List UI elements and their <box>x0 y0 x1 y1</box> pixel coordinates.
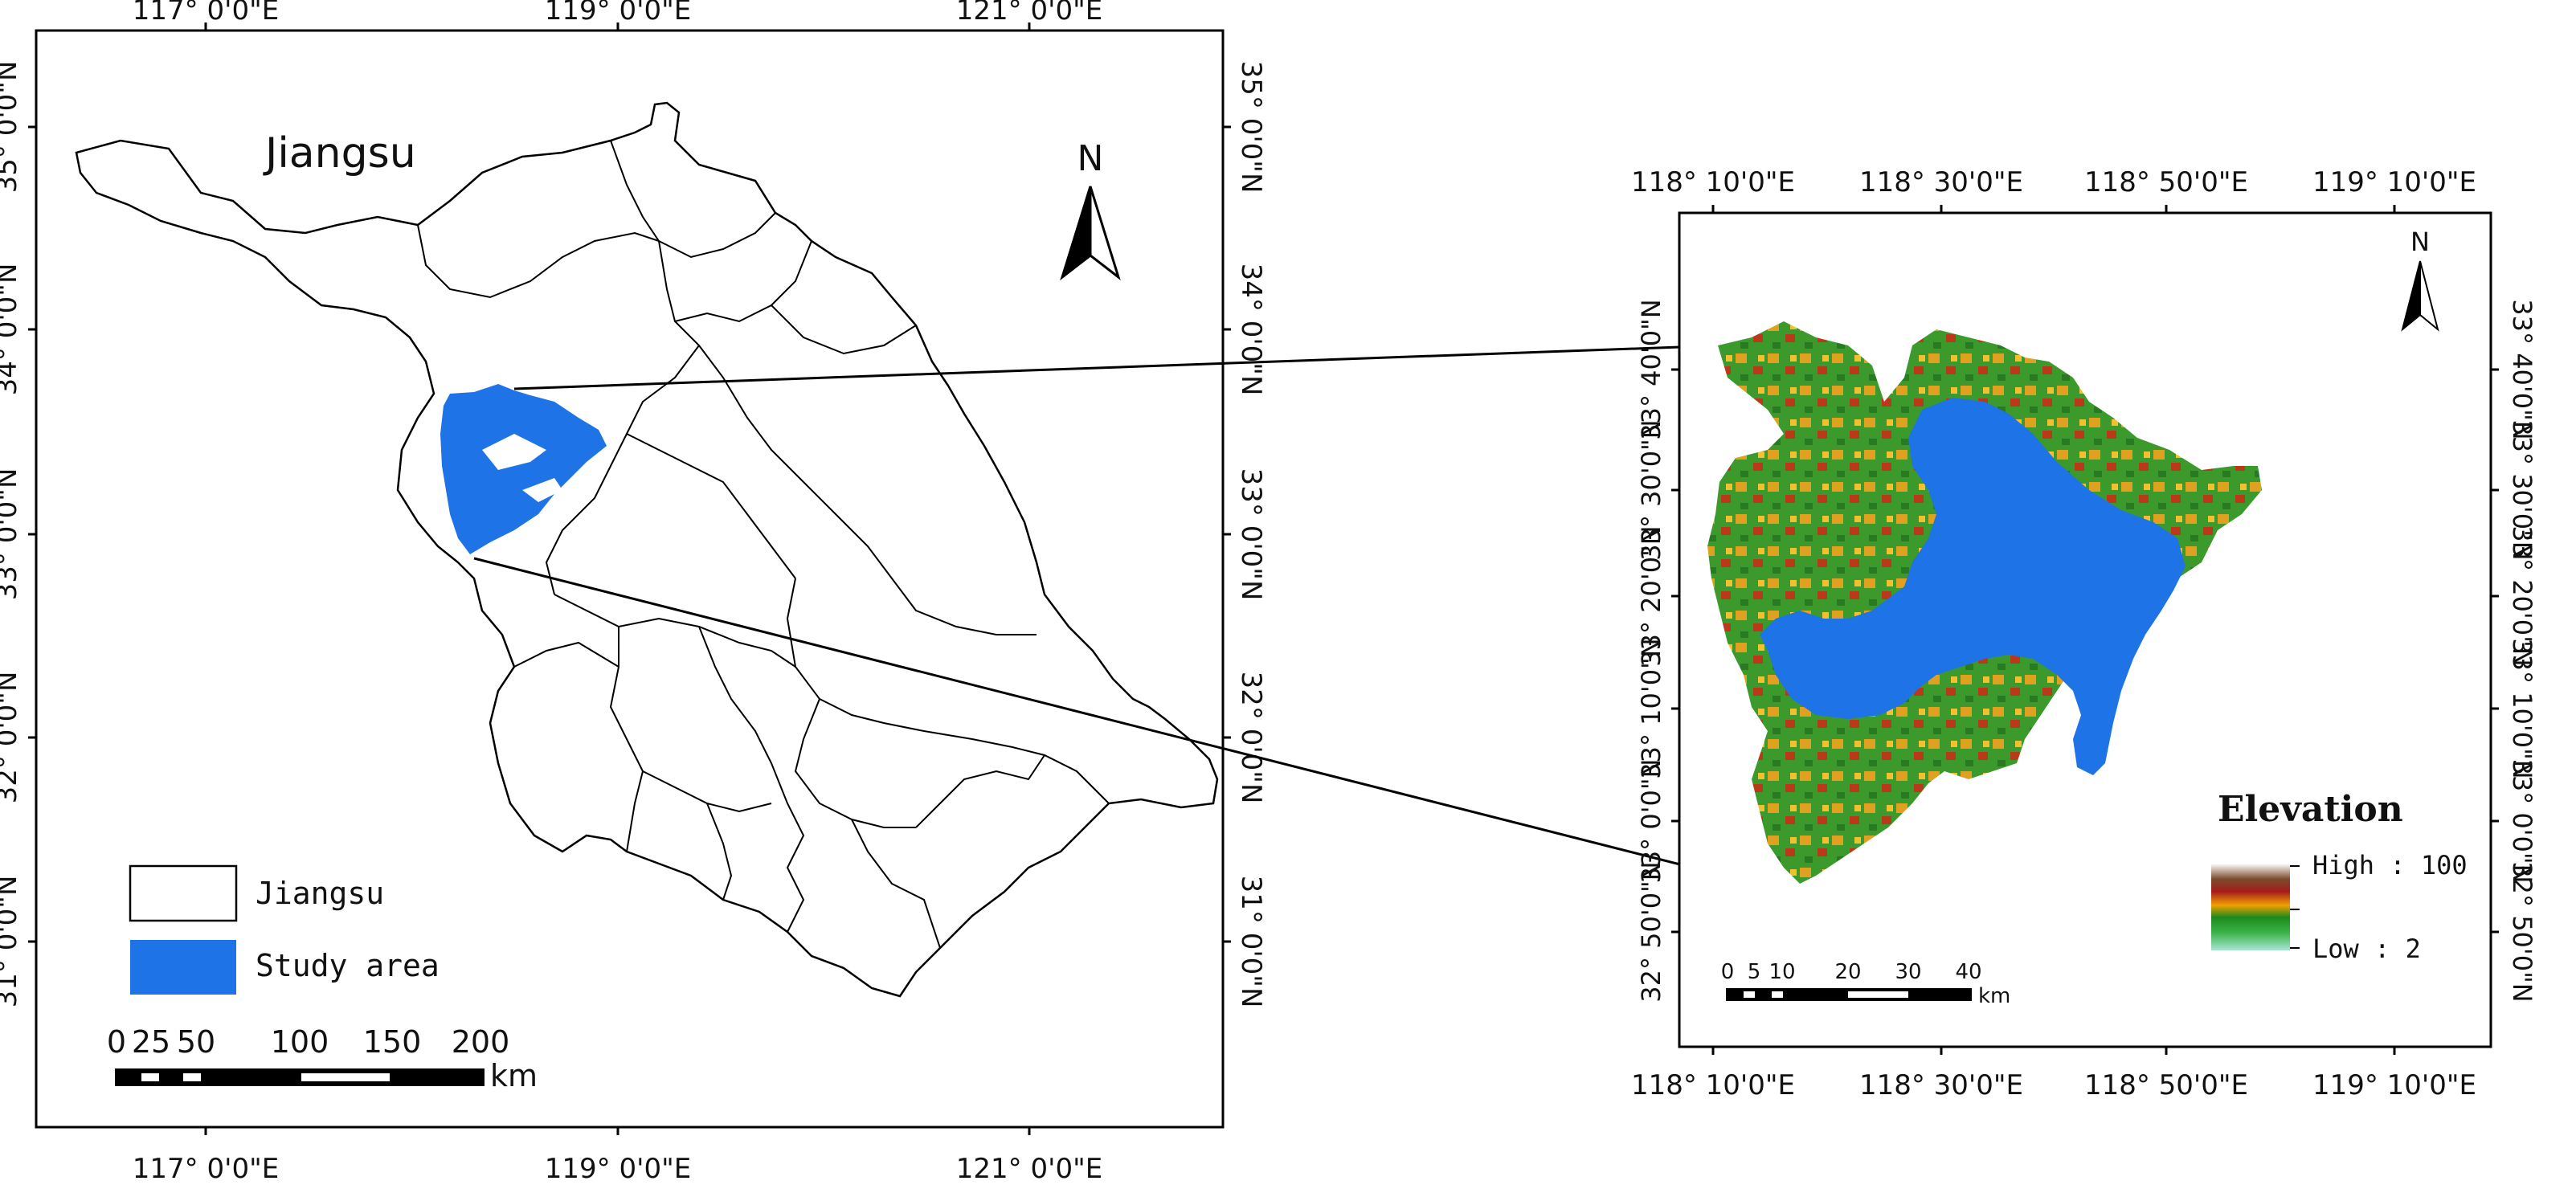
right-top-lon-label-4: 119° 10'0"E <box>2312 166 2476 198</box>
north-arrow-icon-small-right-half <box>2419 260 2439 332</box>
legend-jiangsu-swatch <box>129 864 238 922</box>
left-scale-tick-0: 0 <box>107 1024 126 1060</box>
legend-study-area-swatch <box>130 940 236 995</box>
elevation-legend: Elevation High : 100 Low : 2 <box>2211 789 2468 964</box>
right-top-lon-label-3: 118° 50'0"E <box>2084 166 2248 198</box>
left-bottom-lon-label-3: 121° 0'0"E <box>956 1153 1102 1185</box>
left-top-lon-label-3: 121° 0'0"E <box>956 0 1102 27</box>
zoom-connector-lines <box>473 344 1826 903</box>
right-lat-label-2: 33° 30'0"N <box>1636 419 1666 560</box>
left-scale-bar: 0 25 50 100 150 200 km <box>107 1024 538 1093</box>
left-lat-label-5: 31° 0'0"N <box>0 876 23 1008</box>
right-bottom-lon-label-4: 119° 10'0"E <box>2312 1069 2476 1101</box>
right-scale-tick-10: 10 <box>1768 960 1795 984</box>
right-scale-tick-30: 30 <box>1895 960 1921 984</box>
right-lat-label-right-1: 33° 40'0"N <box>2507 299 2537 439</box>
legend-jiangsu-label: Jiangsu <box>256 876 384 911</box>
right-lat-label-6: 32° 50'0"N <box>1636 861 1666 1002</box>
right-lat-label-4: 33° 10'0"N <box>1636 638 1666 778</box>
right-lat-label-right-3: 33° 20'0"N <box>2507 525 2537 666</box>
jiangsu-province-outline <box>75 101 1219 998</box>
north-arrow-icon-right-half <box>1089 186 1121 281</box>
lake-water-body <box>1760 398 2186 775</box>
left-lat-label-right-1: 35° 0'0"N <box>1235 61 1267 194</box>
right-lat-label-5: 33° 0'0"N <box>1636 758 1666 883</box>
right-north-letter: N <box>2410 227 2430 257</box>
region-title: Jiangsu <box>263 129 416 178</box>
left-scale-unit: km <box>490 1058 538 1093</box>
prefecture-boundaries <box>417 140 1110 949</box>
left-north-letter: N <box>1077 138 1104 179</box>
right-lat-label-1: 33° 40'0"N <box>1636 299 1666 439</box>
right-lat-label-right-4: 33° 10'0"N <box>2507 638 2537 778</box>
right-lat-label-right-5: 33° 0'0"N <box>2507 758 2537 883</box>
left-lat-label-4: 32° 0'0"N <box>0 672 23 804</box>
left-lat-label-2: 34° 0'0"N <box>0 264 23 396</box>
left-top-lon-label-2: 119° 0'0"E <box>545 0 691 27</box>
left-scale-tick-100: 100 <box>271 1024 329 1060</box>
right-bottom-lon-label-2: 118° 30'0"E <box>1859 1069 2023 1101</box>
left-top-lon-label-1: 117° 0'0"E <box>133 0 279 27</box>
right-bottom-lon-label-3: 118° 50'0"E <box>2084 1069 2248 1101</box>
right-map-ticks <box>1671 205 2499 1055</box>
right-north-arrow: N <box>2401 227 2439 332</box>
left-scale-tick-200: 200 <box>452 1024 510 1060</box>
right-scale-bar: 0 5 10 20 30 40 km <box>1721 960 2011 1008</box>
left-scale-tick-150: 150 <box>363 1024 422 1060</box>
left-north-arrow: N <box>1060 138 1121 281</box>
right-scale-tick-5: 5 <box>1748 960 1761 984</box>
left-map: 117° 0'0"E 119° 0'0"E 121° 0'0"E 117° 0'… <box>0 0 1267 1185</box>
left-lat-label-3: 33° 0'0"N <box>0 468 23 601</box>
right-bottom-lon-label-1: 118° 10'0"E <box>1631 1069 1795 1101</box>
right-scale-tick-0: 0 <box>1721 960 1735 984</box>
elevation-legend-low: Low : 2 <box>2312 934 2421 964</box>
elevation-legend-high: High : 100 <box>2312 850 2468 880</box>
right-scale-tick-20: 20 <box>1834 960 1861 984</box>
study-area-polygon <box>440 384 607 554</box>
left-lat-label-right-5: 31° 0'0"N <box>1235 876 1267 1008</box>
study-area-detail <box>482 434 562 502</box>
legend-study-area-label: Study area <box>256 948 440 983</box>
left-bottom-lon-label-2: 119° 0'0"E <box>545 1153 691 1185</box>
right-lat-label-3: 33° 20'0"N <box>1636 525 1666 666</box>
right-top-lon-label-1: 118° 10'0"E <box>1631 166 1795 198</box>
right-scale-tick-40: 40 <box>1955 960 1981 984</box>
elevation-legend-title: Elevation <box>2218 789 2403 830</box>
right-scale-unit: km <box>1978 984 2010 1008</box>
left-scale-tick-50: 50 <box>177 1024 215 1060</box>
left-map-ticks <box>28 22 1231 1135</box>
right-map: 118° 10'0"E 118° 30'0"E 118° 50'0"E 119°… <box>1631 166 2537 1101</box>
left-bottom-lon-label-1: 117° 0'0"E <box>133 1153 279 1185</box>
elevation-color-ramp <box>2211 864 2290 950</box>
left-scale-tick-25: 25 <box>132 1024 170 1060</box>
left-lat-label-right-2: 34° 0'0"N <box>1235 264 1267 396</box>
right-top-lon-label-2: 118° 30'0"E <box>1859 166 2023 198</box>
right-lat-label-right-6: 32° 50'0"N <box>2507 861 2537 1002</box>
left-legend: Jiangsu Study area <box>129 864 440 995</box>
right-lat-label-right-2: 33° 30'0"N <box>2507 419 2537 560</box>
left-lat-label-1: 35° 0'0"N <box>0 61 23 194</box>
left-lat-label-right-3: 33° 0'0"N <box>1235 468 1267 601</box>
left-lat-label-right-4: 32° 0'0"N <box>1235 672 1267 804</box>
